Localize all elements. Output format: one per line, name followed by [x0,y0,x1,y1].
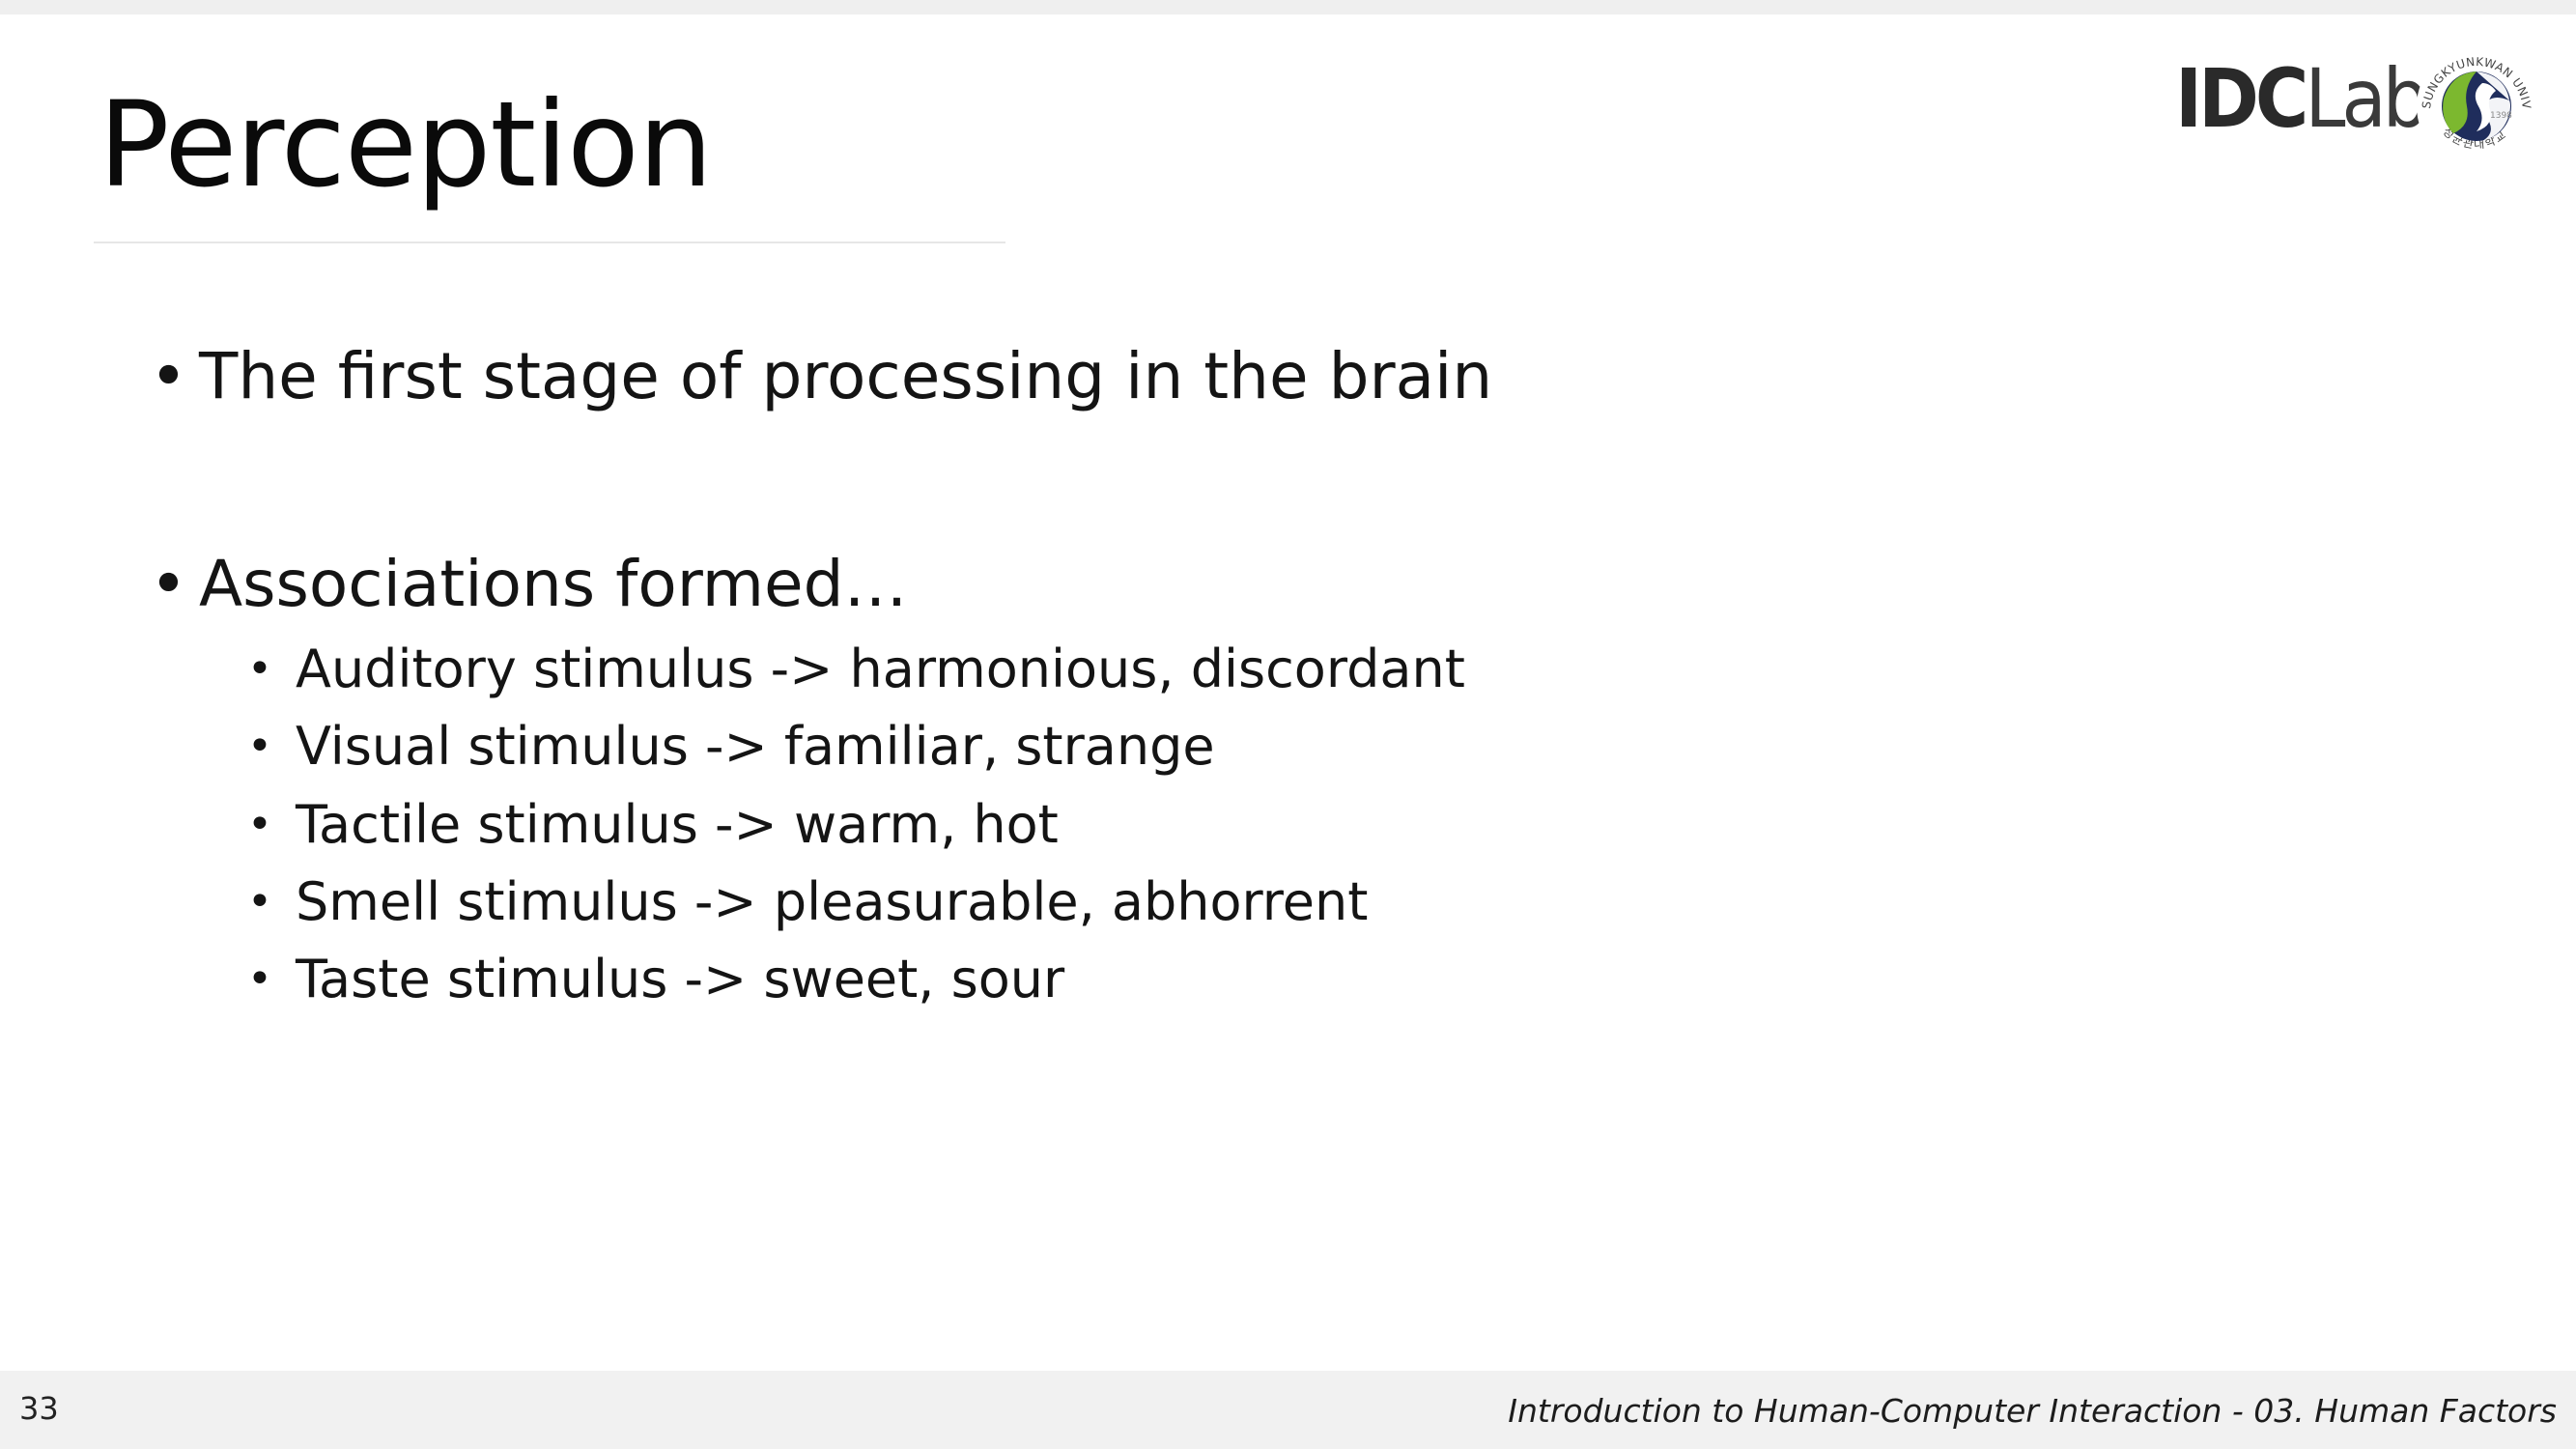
sub-bullet-dot: • [247,954,272,1004]
idclab-logo: IDCLab [2175,58,2429,139]
course-title: Introduction to Human-Computer Interacti… [1508,1392,2557,1430]
slide-footer: 33 Introduction to Human-Computer Intera… [0,1371,2576,1449]
university-seal-icon: SUNGKYUNKWAN UNIVERSITY 성균관대학교 1398 [2409,37,2536,166]
bullet-dot: • [150,547,187,621]
sub-bullet-text: Visual stimulus -> familiar, strange [296,716,1215,777]
title-underline [94,242,1005,243]
logo-lab-text: Lab [2305,51,2428,146]
sub-bullet-text: Auditory stimulus -> harmonious, discord… [296,639,1465,699]
bullet-text: Associations formed… [199,547,908,621]
sub-bullet-dot: • [247,644,272,694]
sub-bullet-text: Tactile stimulus -> warm, hot [296,794,1059,855]
sub-bullet-dot: • [247,800,272,849]
sub-bullet-dot: • [247,877,272,926]
slide-title: Perception [99,76,713,213]
sub-bullet-text: Taste stimulus -> sweet, sour [296,949,1065,1009]
logo-idc-text: IDC [2175,51,2308,146]
sub-bullet-text: Smell stimulus -> pleasurable, abhorrent [296,871,1369,932]
bullet-text: The first stage of processing in the bra… [199,339,1493,413]
page-number: 33 [19,1390,59,1427]
top-strip [0,0,2576,14]
bullet-dot: • [150,339,187,413]
sub-bullet-dot: • [247,722,272,771]
seal-year-text: 1398 [2490,111,2512,121]
